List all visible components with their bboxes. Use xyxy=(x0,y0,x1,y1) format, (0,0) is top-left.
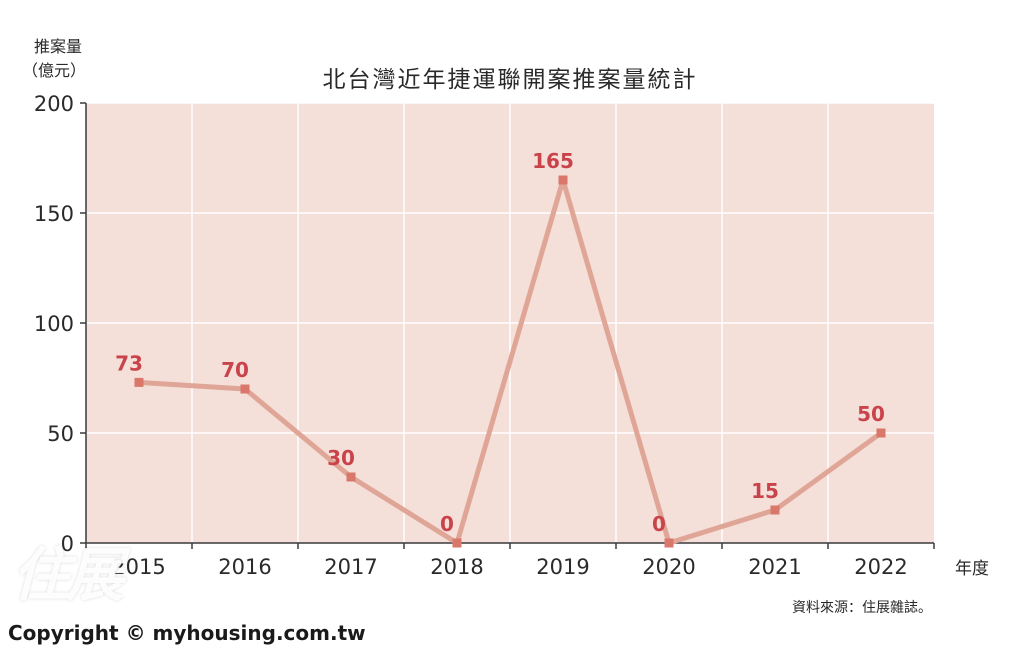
data-label: 0 xyxy=(652,512,666,536)
source-note: 資料來源：住展雜誌。 xyxy=(792,600,932,616)
data-labels: 73 70 30 0 165 0 15 50 xyxy=(115,149,885,536)
data-label: 165 xyxy=(532,149,574,173)
y-tick-label: 200 xyxy=(34,92,74,116)
y-axis-label: 推案量 xyxy=(34,37,82,56)
x-tick-label: 2021 xyxy=(748,555,801,579)
data-point xyxy=(134,377,144,387)
data-label: 0 xyxy=(440,512,454,536)
data-label: 30 xyxy=(327,446,355,470)
copyright-text: Copyright © myhousing.com.tw xyxy=(4,619,370,647)
data-label: 70 xyxy=(221,358,249,382)
x-tick-label: 2017 xyxy=(324,555,377,579)
x-tick-label: 2020 xyxy=(642,555,695,579)
data-point xyxy=(558,175,568,185)
y-axis-unit: （億元） xyxy=(22,61,86,80)
data-point xyxy=(452,538,462,548)
watermark-logo: 住展 xyxy=(12,541,124,609)
data-label: 50 xyxy=(857,402,885,426)
data-point xyxy=(346,472,356,482)
data-label: 73 xyxy=(115,351,143,375)
y-tick-label: 0 xyxy=(61,532,74,556)
data-point xyxy=(770,505,780,515)
y-tick-label: 50 xyxy=(47,422,74,446)
data-point xyxy=(876,428,886,438)
data-label: 15 xyxy=(751,479,779,503)
x-tick-label: 2019 xyxy=(536,555,589,579)
y-tick-label: 100 xyxy=(34,312,74,336)
data-markers xyxy=(134,175,886,548)
chart-title: 北台灣近年捷運聯開案推案量統計 xyxy=(323,67,698,93)
y-tick-label: 150 xyxy=(34,202,74,226)
series-line xyxy=(138,177,883,546)
data-point xyxy=(664,538,674,548)
series-line-layer xyxy=(138,177,883,546)
x-axis-label: 年度 xyxy=(955,559,989,579)
x-tick-label: 2016 xyxy=(218,555,271,579)
x-tick-label: 2018 xyxy=(430,555,483,579)
x-tick-label: 2022 xyxy=(854,555,907,579)
data-point xyxy=(240,384,250,394)
x-tick-label: 2015 xyxy=(112,555,165,579)
